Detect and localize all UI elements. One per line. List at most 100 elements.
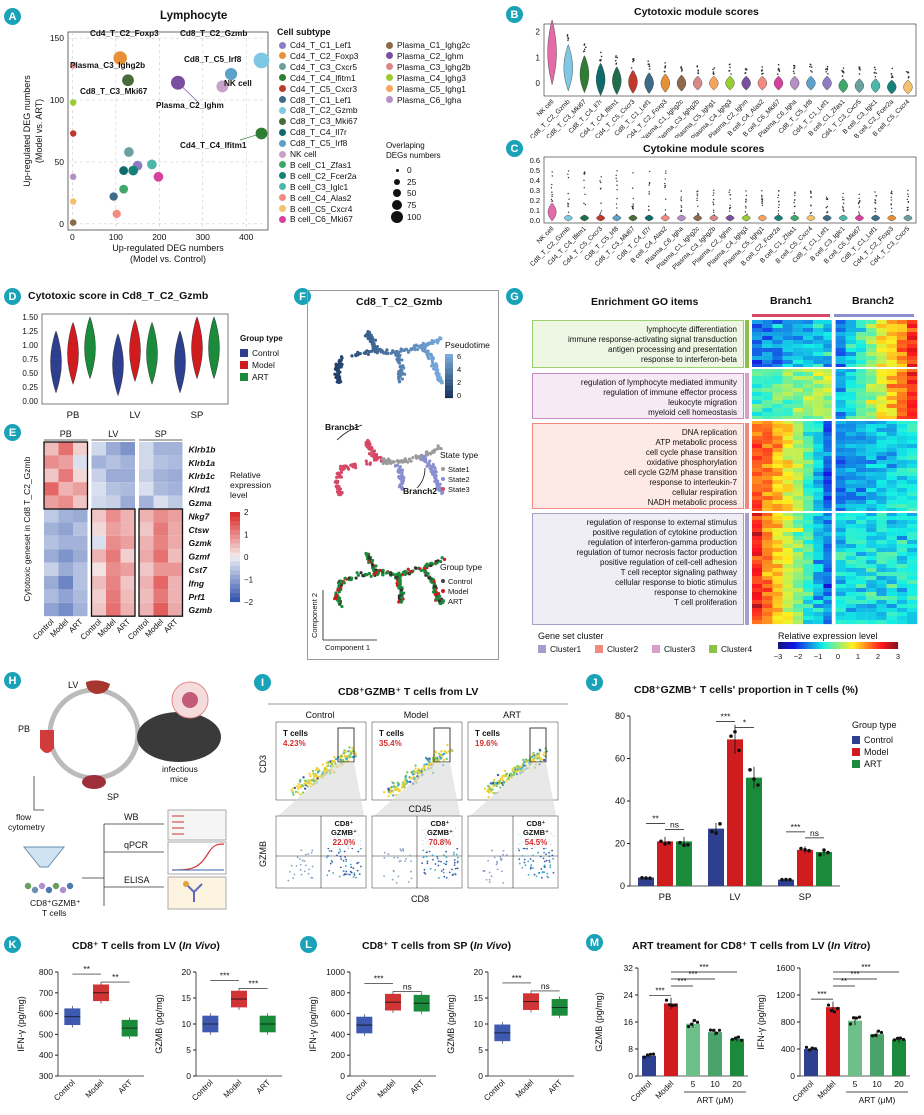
cell-point	[337, 582, 341, 586]
panel-a-size-title-1: Overlaping	[386, 141, 425, 150]
x-tick: LV	[730, 892, 742, 903]
t-cell-gate-label: T cells	[283, 729, 308, 738]
group-label: ART	[448, 597, 463, 606]
heat-cell	[803, 488, 814, 493]
heat-cell	[58, 602, 73, 617]
heat-cell	[762, 460, 773, 465]
event-dot	[540, 876, 543, 879]
heat-cell	[792, 540, 804, 545]
heat-cell	[835, 536, 846, 541]
cell-point	[375, 351, 379, 355]
sample-point	[829, 1008, 834, 1013]
event-dot	[532, 854, 534, 857]
heat-cell	[752, 540, 763, 545]
heat-cell	[803, 608, 814, 613]
sig-label: ***	[791, 822, 802, 832]
heat-cell	[907, 468, 918, 473]
violin	[757, 214, 767, 222]
point-cd4-t-c5-cxcr3	[69, 130, 77, 137]
event-dot	[396, 856, 399, 859]
size-legend-item: 75	[391, 199, 416, 210]
heat-cell	[845, 424, 857, 429]
outlier	[614, 56, 617, 58]
plot-frame	[543, 156, 917, 224]
heat-cell	[866, 336, 877, 341]
heat-cell	[752, 348, 763, 353]
legend-dot	[386, 74, 393, 82]
outlier	[825, 70, 827, 73]
heat-cell	[813, 428, 824, 433]
outlier	[891, 193, 893, 195]
heat-cell	[803, 508, 814, 513]
heat-cell	[782, 388, 793, 393]
event-dot	[391, 878, 394, 881]
heat-cell	[153, 442, 168, 456]
heat-cell	[835, 328, 846, 333]
scale-tick: −2	[244, 598, 254, 607]
heat-cell	[886, 392, 897, 397]
heat-cell	[106, 589, 121, 603]
heat-cell	[772, 344, 783, 349]
heat-cell	[886, 456, 897, 461]
heat-cell	[91, 495, 106, 509]
heat-cell	[813, 424, 824, 429]
sig-label: ***	[220, 970, 231, 980]
event-dot	[305, 782, 308, 786]
heat-cell	[823, 416, 834, 421]
outlier	[907, 201, 909, 203]
event-dot	[307, 853, 310, 855]
point-plasma-c1-ighg2c	[69, 219, 77, 226]
heat-cell	[772, 372, 783, 377]
y-tick: 400	[331, 1029, 345, 1039]
heat-cell	[886, 352, 897, 357]
heat-cell	[44, 576, 59, 590]
event-dot	[507, 776, 511, 779]
event-dot	[542, 847, 545, 850]
cell-point	[372, 458, 377, 462]
heat-cell	[823, 544, 834, 549]
heat-cell	[835, 568, 846, 573]
sig-label: ***	[688, 970, 697, 979]
event-dot	[440, 750, 443, 753]
heat-cell	[803, 584, 814, 589]
panel-a-legend-title: Cell subtype	[277, 27, 331, 37]
violin	[661, 214, 670, 222]
outlier	[890, 204, 892, 206]
heat-cell	[752, 536, 763, 541]
cell-point	[436, 376, 440, 380]
heat-cell	[813, 588, 824, 593]
scale-cell	[860, 642, 863, 649]
heat-cell	[856, 600, 867, 605]
outlier	[858, 206, 861, 208]
heat-cell	[792, 348, 804, 353]
heat-cell	[823, 608, 834, 613]
event-dot	[491, 791, 495, 795]
gate-label-bg	[324, 818, 364, 848]
event-dot	[531, 753, 535, 756]
heat-cell	[835, 392, 846, 397]
heat-cell	[792, 504, 804, 509]
heat-cell	[106, 576, 121, 590]
heat-cell	[896, 364, 908, 369]
heat-cell	[876, 328, 887, 333]
heat-cell	[823, 604, 834, 609]
event-dot	[549, 864, 552, 867]
heat-cell	[772, 596, 783, 601]
event-dot	[527, 860, 530, 863]
heat-cell	[866, 476, 877, 481]
bar-lv-art	[746, 777, 762, 886]
scale-cell	[230, 534, 240, 540]
pseudotime-scale	[445, 378, 453, 381]
outlier	[745, 207, 747, 209]
outlier	[647, 60, 649, 62]
heat-cell	[907, 600, 918, 605]
heat-cell	[752, 372, 763, 377]
legend-dot	[279, 52, 286, 60]
event-dot	[505, 854, 508, 856]
heat-cell	[845, 516, 857, 521]
heat-cell	[835, 540, 846, 545]
panel-f-title: Cd8_T_C2_Gzmb	[356, 296, 443, 308]
heat-cell	[886, 436, 897, 441]
heat-cell	[153, 482, 168, 496]
heat-cell	[866, 372, 877, 377]
